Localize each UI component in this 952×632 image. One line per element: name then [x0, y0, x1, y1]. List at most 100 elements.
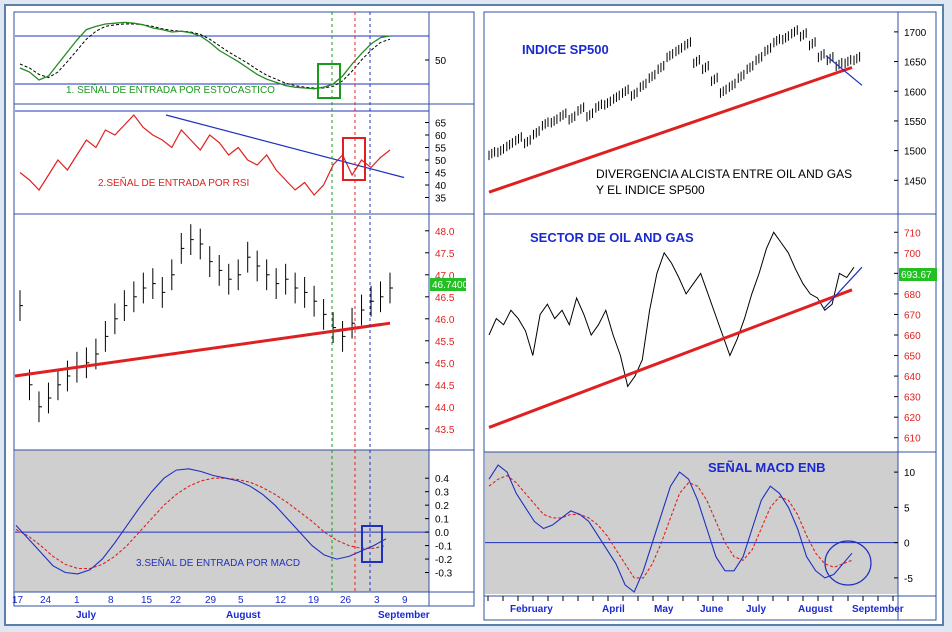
macd-enb-title: SEÑAL MACD ENB [708, 460, 826, 475]
left-macd-tick-label: 0.0 [435, 528, 449, 539]
price-tick-label: 45.5 [435, 337, 455, 348]
left-macd-tick-label: 0.3 [435, 488, 449, 499]
stoch-signal-box [317, 63, 341, 99]
left-x-month-label: August [226, 610, 261, 621]
stoch-tick-label: 50 [435, 56, 447, 67]
right-macd-tick-label: 0 [904, 539, 910, 550]
left-chart-border [13, 11, 475, 607]
right-x-month-label: September [852, 604, 904, 615]
right-x-month-label: June [700, 604, 724, 615]
price-tick-label: 43.5 [435, 425, 455, 436]
right-x-axis: February April May June July August September [487, 596, 904, 615]
stoch-label: 1. SEÑAL DE ENTRADA POR ESTOCASTICO [66, 83, 275, 96]
left-x-day-label: 24 [40, 595, 52, 606]
sp500-panel: 1700 1650 1600 1550 1500 1450 [488, 25, 927, 194]
left-macd-tick-label: 0.1 [435, 515, 449, 526]
sp500-tick-label: 1650 [904, 58, 927, 69]
left-macd-tick-label: 0.2 [435, 501, 449, 512]
right-chart-border [483, 11, 937, 621]
left-x-axis: 17 24 1 8 15 22 29 5 12 19 26 3 9 July August September [12, 595, 430, 621]
price-tick-label: 46.5 [435, 293, 455, 304]
left-macd-tick-label: -0.1 [435, 542, 453, 553]
left-x-day-label: 1 [74, 595, 80, 606]
left-macd-line [15, 468, 387, 575]
oil-gas-tick-label: 710 [904, 228, 921, 239]
sp500-trendline [825, 55, 863, 86]
left-x-day-label: 12 [275, 595, 287, 606]
left-macd-tick-label: 0.4 [435, 474, 449, 485]
price-moving-average [14, 321, 391, 378]
oil-last-value: 693.67 [901, 270, 932, 281]
left-x-day-label: 8 [108, 595, 114, 606]
oil-gas-tick-label: 640 [904, 372, 921, 383]
left-macd-tick-label: -0.2 [435, 555, 453, 566]
divergence-note-1: DIVERGENCIA ALCISTA ENTRE OIL AND GAS [596, 167, 852, 181]
price-panel: 48.0 47.5 47.0 46.5 46.0 45.5 45.0 44.5 44.0 43.5 [14, 224, 455, 436]
sp500-tick-label: 1500 [904, 147, 927, 158]
right-macd-bg [485, 452, 898, 594]
oil-last-badge [899, 268, 937, 281]
rsi-line [19, 114, 391, 196]
oil-gas-tick-label: 610 [904, 434, 921, 445]
rsi-signal-box [342, 137, 366, 181]
sp500-tick-label: 1600 [904, 87, 927, 98]
left-x-day-label: 22 [170, 595, 182, 606]
macd-signal-box [361, 525, 383, 563]
right-x-month-label: May [654, 604, 674, 615]
oil-gas-tick-label: 630 [904, 393, 921, 404]
right-x-month-label: April [602, 604, 625, 615]
price-last-value: 46.7400 [432, 280, 469, 291]
macd-enb-circle [824, 540, 872, 586]
oil-gas-tick-label: 660 [904, 331, 921, 342]
oil-gas-trendline [823, 266, 863, 309]
price-tick-label: 46.0 [435, 315, 455, 326]
right-x-month-label: February [510, 604, 553, 615]
price-tick-label: 44.0 [435, 403, 455, 414]
left-macd-bg [15, 450, 429, 592]
left-x-month-label: September [378, 610, 430, 621]
left-x-month-label: July [76, 610, 96, 621]
oil-gas-title: SECTOR DE OIL AND GAS [530, 230, 694, 245]
sp500-tick-label: 1550 [904, 117, 927, 128]
left-x-day-label: 3 [374, 595, 380, 606]
stoch-k-line [19, 21, 391, 90]
oil-gas-moving-average [488, 288, 853, 429]
rsi-label: 2.SEÑAL DE ENTRADA POR RSI [98, 176, 249, 189]
rsi-tick-label: 55 [435, 144, 447, 155]
right-macd-tick-label: 5 [904, 503, 910, 514]
oil-gas-tick-label: 670 [904, 310, 921, 321]
oil-gas-tick-label: 650 [904, 352, 921, 363]
rsi-tick-label: 40 [435, 181, 447, 192]
sp500-tick-label: 1450 [904, 176, 927, 187]
oil-gas-tick-label: 620 [904, 413, 921, 424]
rsi-tick-label: 50 [435, 156, 447, 167]
sp500-moving-average [488, 66, 853, 194]
divergence-note-2: Y EL INDICE SP500 [596, 183, 705, 197]
right-macd-tick-label: -5 [904, 574, 913, 585]
right-x-month-label: July [746, 604, 766, 615]
stochastic-panel: 50 [15, 21, 447, 90]
left-x-day-label: 26 [340, 595, 352, 606]
rsi-trendline [165, 114, 405, 179]
rsi-tick-label: 45 [435, 169, 447, 180]
left-x-day-label: 29 [205, 595, 217, 606]
left-x-day-label: 17 [12, 595, 24, 606]
left-x-day-label: 5 [238, 595, 244, 606]
price-tick-label: 47.0 [435, 271, 455, 282]
oil-gas-panel: 710700690680670660650640630620610 [488, 228, 921, 445]
price-tick-label: 45.0 [435, 359, 455, 370]
right-macd-line [488, 464, 853, 593]
oil-gas-tick-label: 680 [904, 290, 921, 301]
right-macd-signal [488, 474, 853, 579]
oil-gas-tick-label: 700 [904, 249, 921, 260]
sp500-title: INDICE SP500 [522, 42, 609, 57]
oil-gas-line [488, 231, 855, 388]
stoch-d-line [19, 23, 391, 89]
price-tick-label: 48.0 [435, 227, 455, 238]
right-macd-tick-label: 10 [904, 468, 916, 479]
left-x-day-label: 15 [141, 595, 153, 606]
left-macd-tick-label: -0.3 [435, 569, 453, 580]
chart-frame: 50 65 60 55 50 45 40 35 48.0 47.5 47.0 46.5 46.0 45… [4, 4, 944, 626]
